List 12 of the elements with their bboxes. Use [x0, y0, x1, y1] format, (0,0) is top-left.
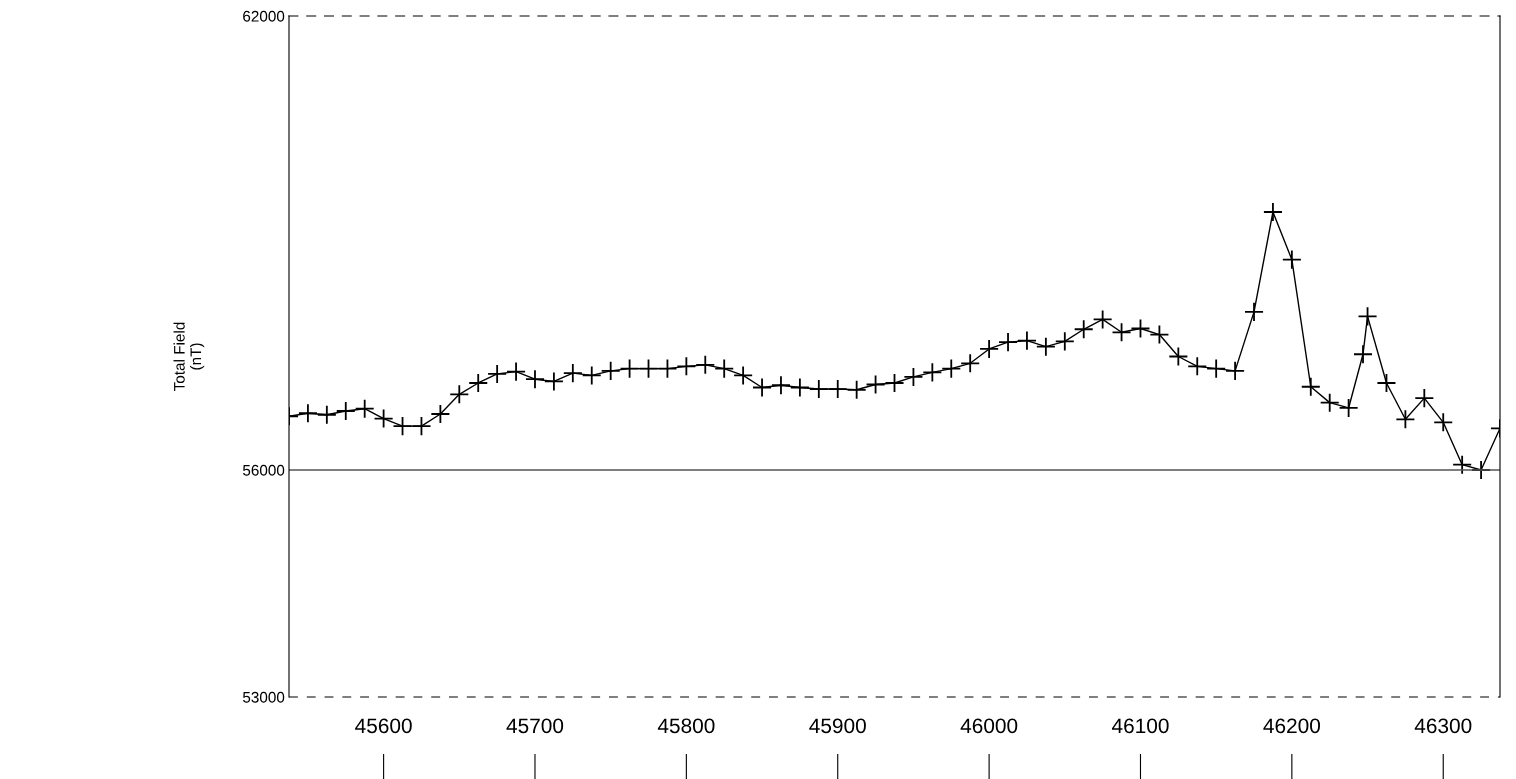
x-tick-label: 45900 — [809, 718, 866, 734]
y-tick-label: 56000 — [242, 464, 285, 476]
x-tick-label: 45800 — [657, 718, 715, 734]
x-tick-label: 46100 — [1112, 718, 1169, 734]
x-tick-label: 46000 — [960, 718, 1018, 734]
y-tick-label: 53000 — [242, 691, 285, 703]
y-axis-title: Total Field (nT) — [173, 322, 205, 391]
x-tick-label: 46200 — [1263, 718, 1321, 734]
x-tick-label: 45700 — [506, 718, 564, 734]
x-tick-label: 46300 — [1414, 718, 1472, 734]
x-tick-label: 45600 — [355, 718, 412, 734]
y-tick-label: 62000 — [243, 10, 285, 22]
